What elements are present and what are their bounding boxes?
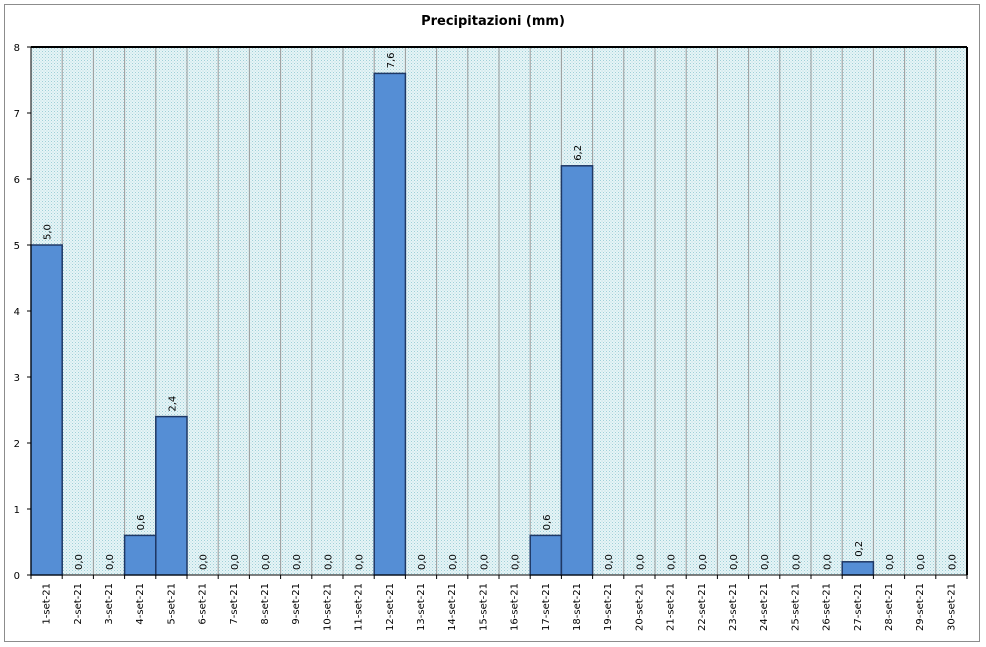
data-label: 0,2 [854,541,865,557]
x-tick-label: 3-set-21 [104,583,115,625]
data-label: 0,0 [74,554,85,570]
x-tick-label: 12-set-21 [385,583,396,631]
x-tick-label: 26-set-21 [822,583,833,631]
data-label: 0,0 [355,554,366,570]
bar [155,415,188,576]
y-tick-label: 4 [14,307,20,318]
x-tick-label: 30-set-21 [946,583,957,631]
data-label: 0,0 [604,554,615,570]
x-tick-label: 14-set-21 [447,583,458,631]
bar [373,72,407,576]
x-tick-label: 25-set-21 [790,583,801,631]
x-tick-label: 29-set-21 [915,583,926,631]
data-label: 0,6 [542,514,553,530]
y-tick-label: 8 [14,43,20,54]
data-label: 0,0 [698,554,709,570]
data-label: 0,0 [261,554,272,570]
y-tick-label: 5 [14,241,20,252]
data-label: 0,0 [199,554,210,570]
x-tick-label: 10-set-21 [322,583,333,631]
x-tick-label: 17-set-21 [541,583,552,631]
data-label: 0,0 [823,554,834,570]
data-label: 0,0 [292,554,303,570]
data-label: 0,0 [667,554,678,570]
data-label: 0,0 [479,554,490,570]
x-tick-label: 16-set-21 [510,583,521,631]
x-tick-label: 24-set-21 [759,583,770,631]
data-label: 0,0 [448,554,459,570]
bar [123,534,157,576]
x-tick-label: 9-set-21 [291,583,302,625]
data-label: 0,0 [885,554,896,570]
x-tick-label: 5-set-21 [166,583,177,625]
bar [560,165,594,576]
data-label: 6,2 [573,145,584,161]
x-tick-label: 2-set-21 [73,583,84,625]
bar [841,561,875,576]
y-tick-label: 0 [14,571,20,582]
x-tick-label: 27-set-21 [853,583,864,631]
y-tick-label: 1 [14,505,20,516]
chart-title: Precipitazioni (mm) [421,14,565,29]
y-tick-label: 6 [14,175,20,186]
x-tick-label: 28-set-21 [884,583,895,631]
data-label: 7,6 [386,52,397,68]
data-label: 0,0 [916,554,927,570]
x-tick-label: 4-set-21 [135,583,146,625]
x-tick-label: 20-set-21 [634,583,645,631]
data-label: 0,0 [417,554,428,570]
data-label: 0,0 [729,554,740,570]
y-tick-label: 3 [14,373,20,384]
y-tick-label: 2 [14,439,20,450]
data-label: 0,0 [947,554,958,570]
x-tick-label: 19-set-21 [603,583,614,631]
x-tick-label: 23-set-21 [728,583,739,631]
x-tick-label: 22-set-21 [697,583,708,631]
x-tick-label: 6-set-21 [198,583,209,625]
x-tick-label: 18-set-21 [572,583,583,631]
data-label: 0,0 [105,554,116,570]
x-tick-label: 15-set-21 [478,583,489,631]
data-label: 0,6 [136,514,147,530]
data-label: 0,0 [760,554,771,570]
data-label: 0,0 [791,554,802,570]
x-tick-label: 1-set-21 [42,583,53,625]
data-label: 0,0 [511,554,522,570]
data-label: 5,0 [43,224,54,240]
bar [30,244,63,576]
y-tick-label: 7 [14,109,20,120]
x-tick-label: 7-set-21 [229,583,240,625]
x-tick-label: 8-set-21 [260,583,271,625]
data-label: 0,0 [230,554,241,570]
data-label: 0,0 [635,554,646,570]
x-tick-label: 13-set-21 [416,583,427,631]
x-tick-label: 21-set-21 [666,583,677,631]
data-label: 0,0 [323,554,334,570]
x-tick-label: 11-set-21 [354,583,365,631]
data-label: 2,4 [167,396,178,412]
bar [529,534,563,576]
